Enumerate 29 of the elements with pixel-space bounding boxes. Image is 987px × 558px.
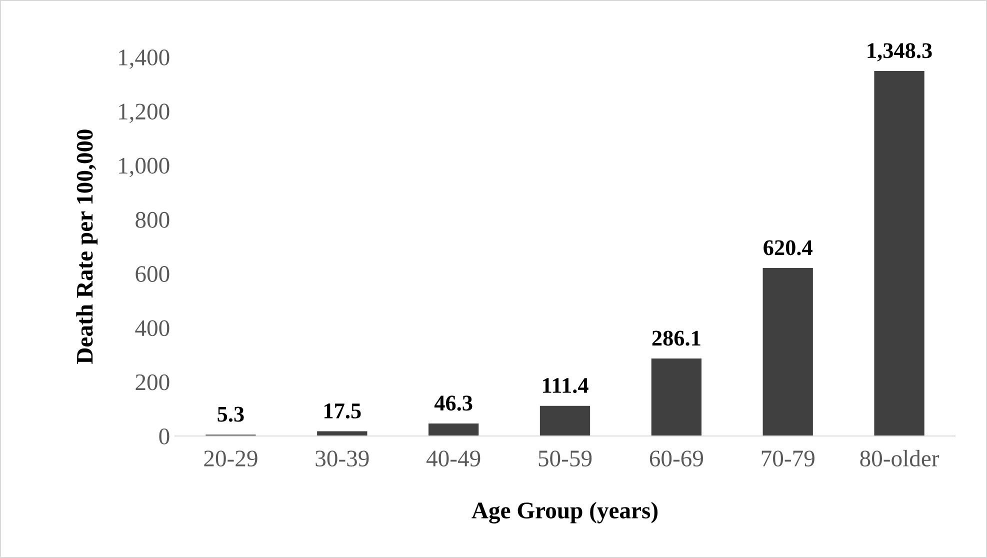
y-tick-label: 1,000 [119, 158, 170, 178]
x-tick-label: 80-older [860, 450, 940, 467]
bar [428, 423, 479, 436]
y-tick-label: 400 [135, 320, 170, 336]
y-tick-label: 200 [136, 374, 170, 390]
bar [540, 406, 590, 436]
x-tick-label: 50-59 [538, 450, 592, 467]
data-label: 111.4 [543, 378, 588, 394]
y-tick-label: 1,200 [119, 104, 170, 123]
bar [651, 358, 702, 436]
data-label: 1,348.3 [868, 43, 932, 62]
bar [762, 268, 813, 436]
y-tick-label: 800 [136, 212, 170, 228]
x-tick-label: 30-39 [316, 450, 369, 467]
data-label: 17.5 [324, 404, 361, 419]
data-label: 5.3 [218, 406, 244, 422]
x-tick-label: 40-49 [426, 450, 480, 467]
x-tick-label: 70-79 [762, 450, 814, 467]
data-label: 286.1 [652, 330, 700, 346]
x-tick-label: 60-69 [650, 450, 704, 467]
x-tick-label: 20-29 [204, 450, 258, 467]
y-axis-title: Death Rate per 100,000 [76, 130, 98, 364]
x-axis-title: Age Group (years) [472, 502, 658, 524]
data-label: 46.3 [434, 396, 472, 411]
y-tick-label: 0 [159, 428, 170, 444]
y-tick-label: 600 [136, 266, 170, 282]
y-tick-label: 1,400 [119, 49, 170, 69]
data-label: 620.4 [764, 240, 812, 256]
bar [874, 70, 924, 436]
